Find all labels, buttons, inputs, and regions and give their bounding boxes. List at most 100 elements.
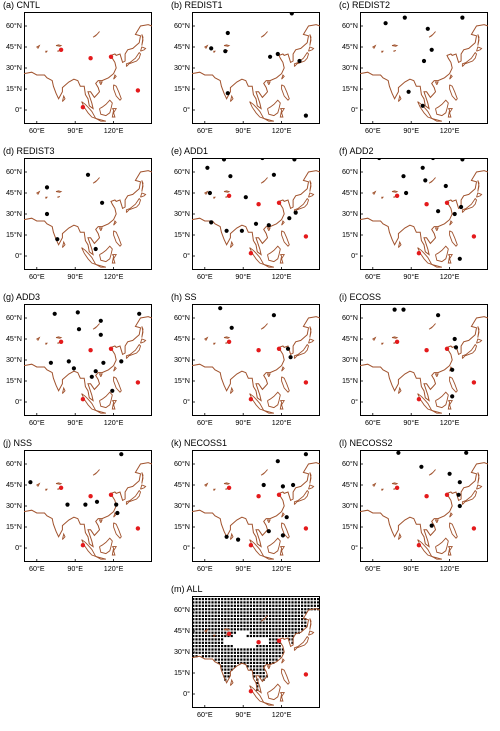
grid-marker (227, 598, 230, 601)
grid-marker (278, 624, 281, 628)
grid-marker (253, 655, 256, 658)
grid-marker (208, 598, 211, 601)
grid-marker (307, 604, 310, 607)
grid-marker (256, 682, 259, 685)
grid-marker (198, 618, 201, 621)
grid-marker (259, 608, 262, 611)
grid-marker (294, 628, 297, 631)
grid-marker (262, 631, 265, 634)
grid-marker (195, 611, 198, 614)
grid-marker (214, 628, 217, 631)
black-station (450, 367, 455, 372)
black-station (460, 15, 465, 20)
grid-marker (246, 598, 249, 601)
red-station (444, 492, 450, 497)
grid-marker (192, 634, 195, 638)
longitude-label: 120°E (271, 564, 292, 573)
grid-marker (269, 601, 272, 604)
island-outline (461, 489, 478, 505)
island-outline (449, 512, 453, 518)
grid-marker (224, 634, 227, 638)
grid-marker (288, 611, 291, 614)
latitude-label: 45°N (5, 480, 22, 489)
grid-marker (246, 621, 249, 624)
longitude-label: 60°E (364, 418, 381, 427)
longitude-label: 60°E (28, 564, 45, 573)
map-frame (24, 450, 152, 562)
longitude-label: 90°E (67, 272, 84, 281)
grid-marker (301, 614, 304, 617)
longitude-label: 90°E (235, 126, 252, 135)
island-outline (113, 84, 122, 101)
lake-outline (213, 634, 216, 637)
grid-marker (246, 601, 249, 604)
black-station (419, 464, 424, 469)
grid-marker (265, 621, 268, 624)
lake-outline (260, 323, 268, 330)
grid-marker (281, 614, 284, 617)
grid-marker (288, 601, 291, 604)
island-outline (447, 254, 454, 264)
grid-marker (201, 624, 204, 628)
grid-marker (214, 598, 217, 601)
longitude-label: 60°E (196, 710, 213, 719)
grid-marker (230, 631, 233, 634)
grid-marker (278, 651, 281, 654)
island-outline (113, 74, 117, 80)
island-outline (279, 692, 286, 702)
grid-marker (275, 624, 278, 628)
red-station (444, 200, 450, 205)
black-station (280, 484, 285, 489)
grid-marker (205, 621, 208, 624)
map-frame (360, 450, 488, 562)
island-outline (61, 532, 66, 540)
grid-marker (291, 598, 294, 601)
grid-marker (259, 675, 262, 678)
grid-marker (211, 618, 214, 621)
grid-marker (243, 604, 246, 607)
grid-marker (253, 634, 256, 638)
grid-marker (230, 598, 233, 601)
lake-outline (45, 50, 48, 53)
grid-marker (201, 611, 204, 614)
grid-marker (256, 631, 259, 634)
grid-marker (224, 661, 227, 664)
latitude-label: 60°N (173, 313, 190, 322)
grid-marker (214, 651, 217, 654)
red-station (303, 526, 309, 531)
grid-marker (221, 648, 224, 651)
coastline (360, 316, 488, 402)
black-station (436, 313, 441, 318)
grid-marker (237, 624, 240, 628)
island-outline (111, 400, 118, 410)
grid-marker (278, 621, 281, 624)
island-outline (431, 117, 443, 122)
grid-marker (233, 624, 236, 628)
black-station (423, 178, 428, 183)
grid-marker (240, 604, 243, 607)
island-outline (266, 665, 271, 669)
red-station (276, 492, 282, 497)
map-panel-d: (d) REDIST3 60°N 45°N 30°N 15°N 0° 60°E 90°E 120… (0, 146, 160, 284)
island-outline (267, 391, 281, 409)
grid-marker (291, 618, 294, 621)
grid-marker (221, 628, 224, 631)
grid-marker (249, 628, 252, 631)
grid-marker (272, 645, 275, 648)
lake-outline (428, 469, 436, 476)
grid-marker (227, 601, 230, 604)
grid-marker (262, 648, 265, 651)
grid-marker (195, 645, 198, 648)
grid-marker (253, 675, 256, 678)
map-frame (24, 12, 152, 124)
map-frame (192, 158, 320, 270)
lake-outline (204, 482, 209, 487)
grid-marker (221, 658, 224, 661)
red-station (416, 397, 422, 402)
grid-marker (294, 598, 297, 601)
grid-marker (275, 658, 278, 661)
lake-outline (260, 177, 268, 184)
longitude-label: 60°E (28, 272, 45, 281)
lake-outline (223, 628, 231, 631)
island-outline (98, 81, 103, 85)
